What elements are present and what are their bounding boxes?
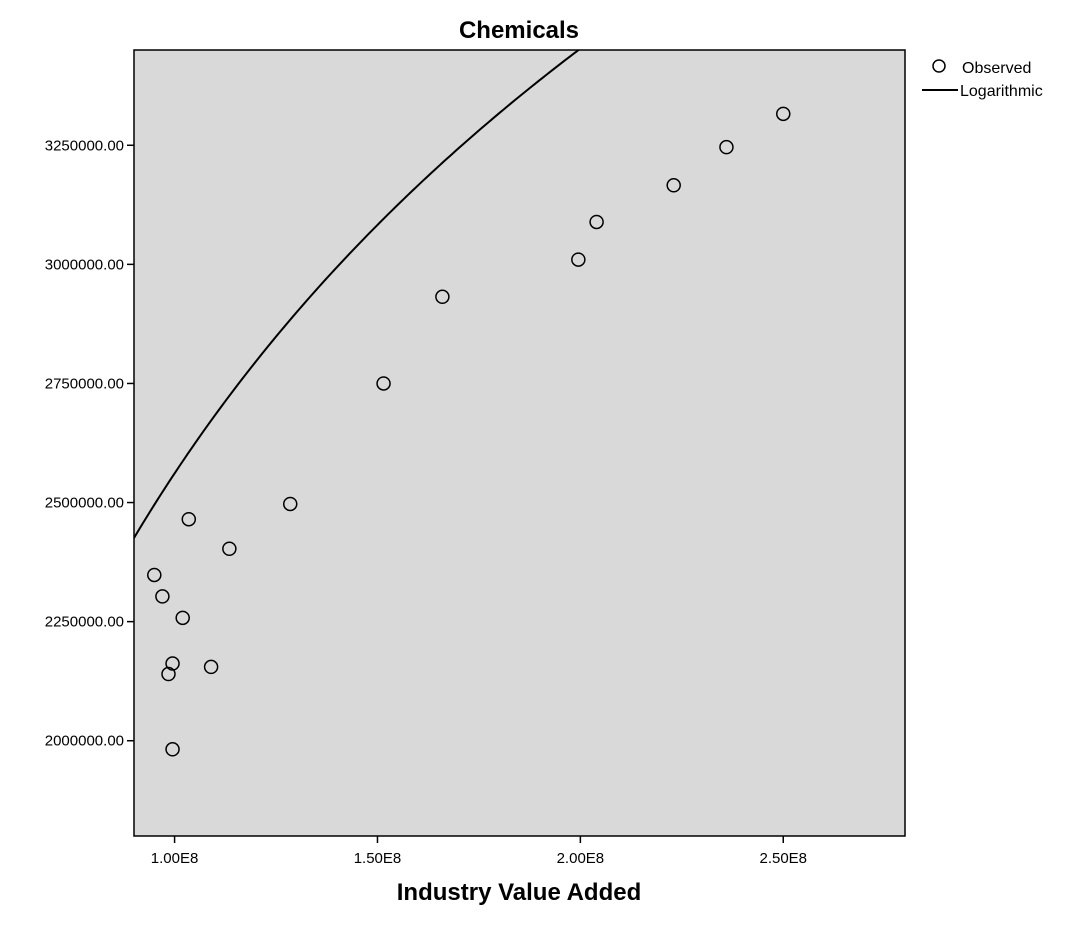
chart-title: Chemicals (459, 17, 579, 44)
y-axis: 2000000.00 2250000.00 2500000.00 2750000.00… (45, 137, 134, 750)
observed-point (175, 610, 190, 626)
legend-marker-observed (932, 59, 946, 73)
x-axis: 1.00E8 1.50E8 2.00E8 2.50E8 (151, 836, 807, 867)
logarithmic-fit-line (134, 50, 581, 539)
x-tick-label: 2.00E8 (557, 850, 605, 867)
observed-point (222, 541, 237, 557)
observed-point (155, 589, 170, 604)
y-tick-label: 2750000.00 (45, 375, 124, 392)
y-tick-label: 3000000.00 (45, 256, 124, 273)
plot-content (134, 50, 791, 757)
x-tick-label: 1.50E8 (354, 850, 402, 867)
observed-point (147, 567, 162, 583)
legend-label-observed: Observed (962, 60, 1031, 77)
x-tick-label: 1.00E8 (151, 850, 199, 867)
observed-point (666, 178, 681, 193)
observed-point (776, 106, 791, 122)
observed-point (571, 252, 586, 267)
observed-point (282, 496, 298, 512)
y-tick-label: 3250000.00 (45, 137, 124, 154)
y-tick-label: 2250000.00 (45, 614, 124, 631)
observed-point (165, 742, 180, 757)
observed-point (435, 289, 450, 305)
y-tick-label: 2000000.00 (45, 733, 124, 750)
observed-point (161, 666, 176, 682)
y-tick-label: 2500000.00 (45, 495, 124, 512)
observed-point (719, 139, 734, 155)
observed-point (589, 214, 604, 230)
x-axis-title: Industry Value Added (397, 879, 642, 906)
legend-label-logarithmic: Logarithmic (960, 83, 1043, 100)
observed-point (181, 511, 197, 527)
observed-point (203, 659, 219, 675)
legend: Observed Logarithmic (922, 59, 1043, 100)
observed-point (376, 376, 391, 391)
plot-area (133, 49, 906, 837)
observed-point (165, 656, 180, 671)
x-tick-label: 2.50E8 (759, 850, 807, 867)
